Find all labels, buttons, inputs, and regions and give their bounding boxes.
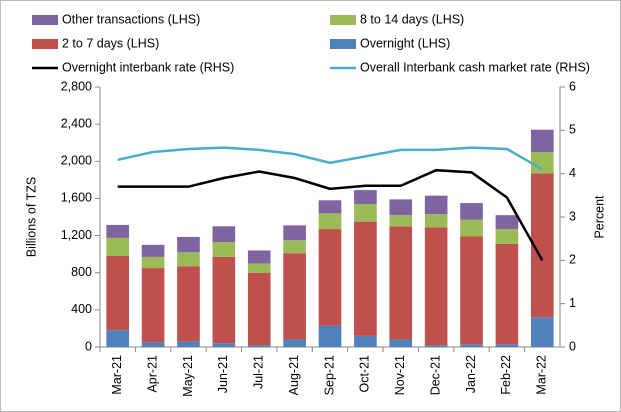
- y2-tick-label: 0: [569, 339, 576, 353]
- y-tick-label: 2,000: [61, 154, 92, 168]
- bar: [354, 335, 377, 347]
- bar: [106, 237, 130, 256]
- bar: [177, 236, 200, 253]
- x-tick-label: Dec-21: [428, 355, 442, 395]
- legend-label: Overall Interbank cash market rate (RHS): [360, 60, 590, 74]
- y2-tick-label: 3: [569, 209, 576, 223]
- bar: [177, 252, 200, 267]
- y-tick-label: 1,600: [61, 191, 92, 205]
- bar: [495, 229, 519, 244]
- legend-label: Other transactions (LHS): [62, 12, 200, 26]
- bar: [283, 240, 306, 254]
- bar: [354, 221, 377, 336]
- bar: [318, 213, 342, 230]
- bar: [460, 219, 483, 237]
- bar: [247, 272, 271, 346]
- y-tick-label: 1,200: [61, 228, 92, 242]
- bar: [389, 226, 413, 340]
- bar: [530, 173, 554, 318]
- bar: [530, 317, 554, 347]
- x-tick-label: Jul-21: [252, 355, 266, 389]
- x-tick-label: Nov-21: [393, 355, 407, 395]
- bar: [177, 341, 200, 347]
- bar: [495, 243, 519, 345]
- legend-label: 8 to 14 days (LHS): [360, 12, 464, 26]
- legend-swatch: [330, 15, 356, 25]
- x-tick-label: Mar-22: [535, 355, 549, 395]
- bar: [389, 215, 413, 227]
- x-tick-label: Sep-21: [322, 355, 336, 395]
- y2-axis-title: Percent: [592, 195, 606, 239]
- bar: [106, 224, 130, 238]
- y-tick-label: 800: [71, 265, 92, 279]
- bar: [141, 268, 165, 343]
- bar: [389, 339, 413, 347]
- legend-swatch: [32, 15, 58, 25]
- bar: [177, 266, 200, 342]
- bar: [460, 236, 483, 345]
- legend-swatch: [32, 39, 58, 49]
- bar: [424, 195, 448, 215]
- x-tick-label: May-21: [181, 355, 195, 397]
- bar: [424, 214, 448, 228]
- bar: [354, 204, 377, 222]
- y-tick-label: 400: [71, 302, 92, 316]
- legend-label: Overnight (LHS): [360, 36, 450, 50]
- bar: [141, 256, 165, 269]
- y2-tick-label: 6: [569, 79, 576, 93]
- y2-tick-label: 2: [569, 253, 576, 267]
- bar: [106, 330, 130, 347]
- bar: [318, 229, 342, 326]
- bar: [283, 253, 306, 340]
- bar: [141, 342, 165, 347]
- legend-swatch: [330, 39, 356, 49]
- x-tick-label: Oct-21: [358, 355, 372, 393]
- bar: [212, 242, 236, 257]
- bar: [283, 225, 306, 241]
- bar: [318, 325, 342, 347]
- x-tick-label: Feb-22: [499, 355, 513, 395]
- x-tick-label: Jun-21: [216, 355, 230, 393]
- bar: [318, 200, 342, 214]
- bar: [247, 250, 271, 264]
- x-tick-label: Aug-21: [287, 355, 301, 395]
- x-tick-label: Apr-21: [145, 355, 159, 393]
- legend-label: Overnight interbank rate (RHS): [62, 60, 234, 74]
- bar: [495, 215, 519, 230]
- bar: [424, 345, 448, 347]
- y2-tick-label: 1: [569, 296, 576, 310]
- line-series: [117, 146, 543, 171]
- bar: [212, 226, 236, 243]
- bar: [460, 203, 483, 220]
- bar: [212, 256, 236, 344]
- bar: [530, 129, 554, 152]
- bar: [495, 344, 519, 347]
- bar: [460, 344, 483, 347]
- y-tick-label: 0: [85, 339, 92, 353]
- bar: [424, 227, 448, 346]
- x-tick-label: Mar-21: [110, 355, 124, 395]
- bar: [247, 263, 271, 273]
- legend-label: 2 to 7 days (LHS): [62, 36, 159, 50]
- y2-tick-label: 5: [569, 123, 576, 137]
- bar: [106, 256, 130, 331]
- y2-tick-label: 4: [569, 166, 576, 180]
- bar: [212, 343, 236, 347]
- y-axis-title: Billions of TZS: [24, 177, 38, 257]
- bar: [389, 199, 413, 216]
- bar: [247, 345, 271, 347]
- line-series: [117, 168, 544, 261]
- bar: [354, 190, 377, 204]
- bar: [283, 339, 306, 347]
- y-tick-label: 2,400: [61, 116, 92, 130]
- bar: [141, 244, 165, 257]
- x-tick-label: Jan-22: [464, 355, 478, 393]
- bar: [530, 152, 554, 174]
- y-tick-label: 2,800: [61, 79, 92, 93]
